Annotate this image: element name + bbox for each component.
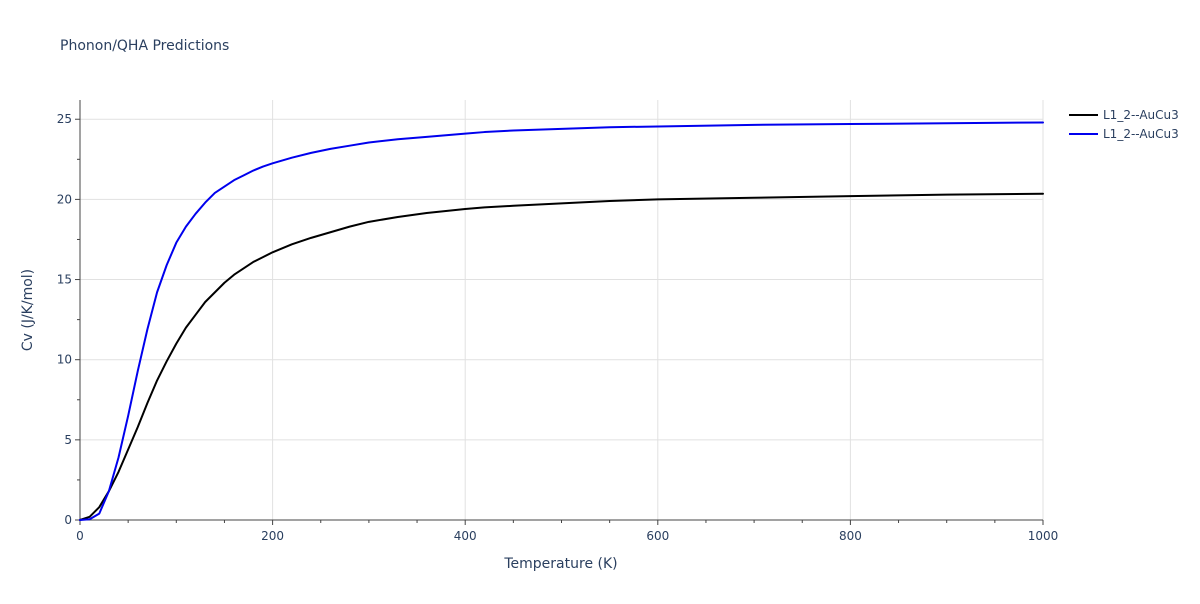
grid: [80, 100, 1044, 520]
series-line-1[interactable]: [79, 192, 1044, 521]
x-tick-label: 1000: [1028, 529, 1059, 543]
chart-title: Phonon/QHA Predictions: [60, 38, 229, 54]
series-line-2[interactable]: [79, 121, 1044, 521]
legend-item-2[interactable]: L1_2--AuCu3: [1069, 127, 1179, 141]
axes: 0 200 400 600 800 1000 0 5 10 15 20 25: [57, 100, 1059, 543]
legend-item-1[interactable]: L1_2--AuCu3: [1069, 108, 1179, 122]
series-layer: [79, 121, 1044, 521]
x-axis-title: Temperature (K): [503, 556, 617, 572]
legend-label: L1_2--AuCu3: [1103, 127, 1179, 141]
y-tick-label: 5: [64, 433, 72, 447]
legend-label: L1_2--AuCu3: [1103, 108, 1179, 122]
y-tick-label: 0: [64, 513, 72, 527]
x-tick-label: 800: [839, 529, 862, 543]
y-tick-label: 10: [57, 353, 72, 367]
x-tick-label: 0: [76, 529, 84, 543]
y-axis-title: Cv (J/K/mol): [20, 269, 36, 351]
x-tick-label: 400: [454, 529, 477, 543]
y-tick-label: 15: [57, 273, 72, 287]
x-tick-label: 200: [261, 529, 284, 543]
y-tick-label: 20: [57, 192, 72, 206]
x-tick-label: 600: [646, 529, 669, 543]
y-tick-label: 25: [57, 112, 72, 126]
legend[interactable]: L1_2--AuCu3 L1_2--AuCu3: [1069, 108, 1179, 141]
